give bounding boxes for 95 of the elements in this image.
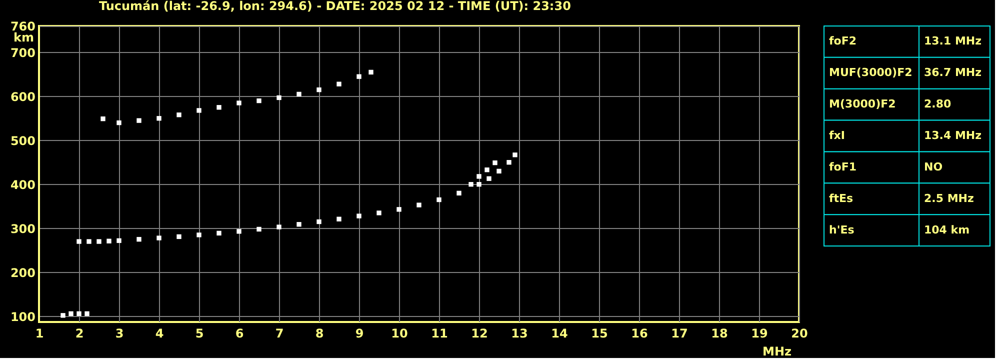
point: [336, 216, 342, 222]
y-tick-label: 400: [10, 178, 36, 192]
point: [336, 82, 342, 86]
y-tick-label: 500: [10, 134, 36, 148]
point: [356, 74, 362, 79]
x-axis-title: MHz: [762, 344, 792, 358]
point: [86, 239, 92, 244]
point: [68, 311, 74, 316]
category-label: MUF(3000)F2: [829, 66, 912, 80]
x-tick-label: 14: [551, 326, 568, 340]
y-tick-label: 600: [10, 90, 36, 104]
point: [256, 226, 262, 232]
point: [236, 100, 242, 106]
point: [84, 311, 90, 316]
category-label: fxI: [829, 129, 845, 142]
point: [276, 95, 282, 100]
x-tick-label: 9: [355, 326, 364, 340]
point: [196, 232, 202, 238]
point: [116, 120, 122, 126]
x-tick-label: 19: [751, 326, 768, 340]
point: [216, 230, 222, 236]
x-tick-label: 11: [431, 326, 448, 340]
point: [456, 190, 462, 196]
point: [436, 197, 442, 202]
x-tick-label: 18: [711, 326, 728, 340]
x-tick-label: 16: [631, 326, 648, 340]
point: [492, 160, 498, 166]
x-tick-label: 10: [391, 326, 408, 340]
y-tick-label: 100: [10, 310, 36, 324]
point: [468, 182, 474, 187]
x-tick-label: 17: [671, 326, 688, 340]
x-tick-label: 13: [511, 326, 528, 340]
point: [116, 238, 122, 243]
point: [196, 108, 202, 113]
x-tick-label: 1: [35, 326, 44, 340]
text: 104 km: [924, 223, 970, 236]
point: [396, 207, 402, 212]
point: [106, 238, 112, 244]
point: [136, 118, 142, 123]
point: [316, 87, 322, 92]
x-tick-label: 6: [235, 326, 244, 340]
category-label: ftEs: [829, 192, 854, 205]
x-tick-label: 4: [155, 326, 164, 340]
text: 13.4 MHz: [924, 129, 982, 142]
point: [376, 210, 382, 216]
point: [276, 224, 282, 230]
text: 36.7 MHz: [924, 66, 982, 80]
y-axis-title: km: [14, 30, 34, 44]
text: NO: [924, 160, 943, 174]
point: [176, 112, 182, 118]
y-tick-label: 200: [10, 266, 36, 280]
point: [496, 168, 502, 174]
point: [156, 116, 162, 121]
y-tick-label: 700: [10, 46, 36, 60]
text: 2.5 MHz: [924, 192, 974, 205]
point: [96, 239, 102, 244]
point: [512, 152, 518, 158]
x-tick-label: 2: [75, 326, 84, 340]
point: [76, 311, 82, 316]
x-tick-label: 20: [791, 326, 808, 340]
point: [486, 176, 492, 181]
point: [316, 219, 322, 224]
point: [476, 174, 482, 179]
x-tick-label: 7: [275, 326, 284, 340]
chart-title: Tucumán (lat: -26.9, lon: 294.6) - DATE: 2025 02 12 - TIME (UT): 23:30: [98, 0, 571, 13]
point: [256, 98, 262, 104]
point: [100, 116, 106, 122]
point: [156, 236, 162, 240]
category-label: foF2: [829, 34, 857, 48]
y-tick-label: 300: [10, 222, 36, 236]
point: [476, 182, 482, 187]
point: [76, 239, 82, 244]
x-tick-label: 12: [471, 326, 488, 340]
text: 13.1 MHz: [924, 34, 982, 48]
x-tick-label: 8: [315, 326, 324, 340]
point: [484, 167, 490, 172]
point: [176, 234, 182, 240]
x-tick-label: 3: [115, 326, 124, 340]
point: [216, 105, 222, 110]
text: 2.80: [924, 98, 952, 111]
point: [236, 229, 242, 234]
point: [136, 236, 142, 242]
point: [506, 160, 512, 165]
point: [296, 92, 302, 97]
point: [356, 214, 362, 218]
category-label: h'Es: [829, 223, 855, 236]
category-label: M(3000)F2: [829, 98, 896, 111]
x-tick-label: 15: [591, 326, 608, 340]
y-tick-label: 760: [10, 20, 36, 34]
x-tick-label: 5: [195, 326, 204, 340]
category-label: foF1: [829, 160, 857, 174]
point: [60, 313, 66, 318]
point: [296, 222, 302, 227]
point: [368, 70, 374, 75]
point: [416, 202, 422, 208]
